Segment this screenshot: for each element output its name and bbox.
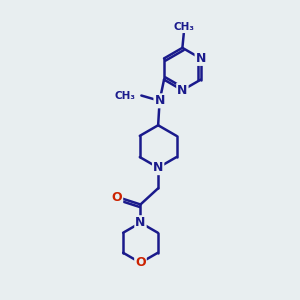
- Text: N: N: [177, 84, 188, 97]
- Text: N: N: [196, 52, 206, 65]
- Text: N: N: [135, 216, 146, 229]
- Text: CH₃: CH₃: [173, 22, 194, 32]
- Text: CH₃: CH₃: [115, 91, 136, 100]
- Text: N: N: [154, 94, 165, 107]
- Text: O: O: [112, 191, 122, 205]
- Text: N: N: [153, 161, 163, 174]
- Text: O: O: [135, 256, 146, 269]
